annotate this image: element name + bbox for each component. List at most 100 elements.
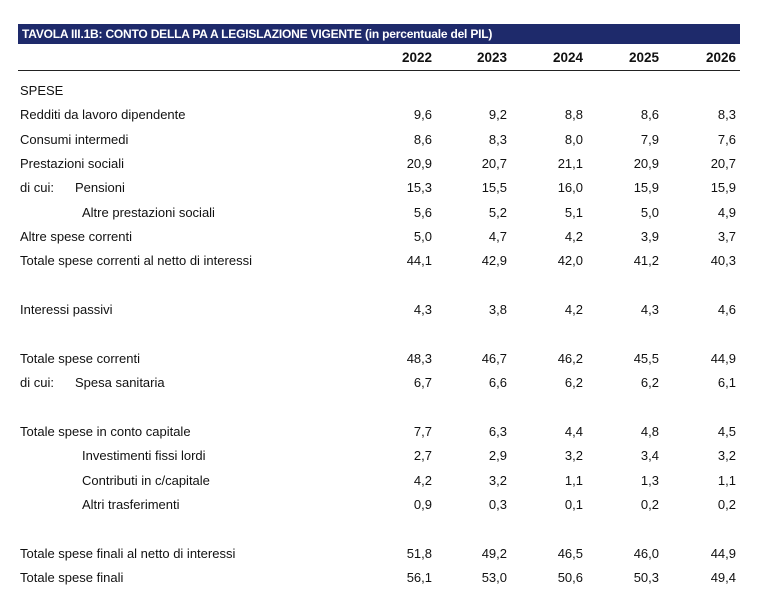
year-header: 2022 [401,50,432,65]
value-cell: 46,2 [557,350,583,366]
value-cell: 20,9 [633,156,659,172]
value-cell: 20,7 [481,156,507,172]
row-label: Spesa sanitaria [75,375,165,391]
value-cell: 44,9 [710,350,736,366]
value-cell: 1,1 [717,472,736,488]
value-cell: 4,2 [564,302,583,318]
value-cell: 8,6 [413,131,432,147]
row-label: Totale spese finali [20,570,124,585]
value-cell: 5,0 [413,229,432,245]
value-cell: 4,8 [640,423,659,439]
row-label: Altre spese correnti [20,229,132,245]
value-cell: 41,2 [633,253,659,269]
value-cell: 4,4 [564,423,583,439]
value-cell: 50,6 [557,570,583,585]
value-cell: 6,1 [717,375,736,391]
value-cell: 48,3 [406,350,432,366]
value-cell: 56,1 [406,570,432,585]
year-header: 2026 [705,50,736,65]
value-cell: 40,3 [710,253,736,269]
value-cell: 6,2 [564,375,583,391]
table-title: TAVOLA III.1B: CONTO DELLA PA A LEGISLAZ… [22,27,493,41]
value-cell: 2,7 [413,448,432,464]
year-header: 2025 [628,50,659,65]
row-label: Contributi in c/capitale [82,472,210,488]
value-cell: 46,7 [481,350,507,366]
value-cell: 8,3 [717,107,736,123]
row-label: Altri trasferimenti [82,496,180,512]
title-bar: TAVOLA III.1B: CONTO DELLA PA A LEGISLAZ… [18,24,740,44]
value-cell: 6,6 [488,375,507,391]
row-label: Altre prestazioni sociali [82,204,215,220]
value-cell: 0,2 [717,496,736,512]
value-cell: 8,8 [564,107,583,123]
year-header: 2023 [476,50,507,65]
value-cell: 7,7 [413,423,432,439]
row-label: Interessi passivi [20,302,113,318]
header-rule [18,70,740,71]
row-label: Redditi da lavoro dipendente [20,107,186,123]
value-cell: 16,0 [557,180,583,196]
value-cell: 4,2 [564,229,583,245]
value-cell: 5,2 [488,204,507,220]
value-cell: 0,2 [640,496,659,512]
value-cell: 7,6 [717,131,736,147]
value-cell: 3,7 [717,229,736,245]
value-cell: 4,2 [413,472,432,488]
row-label: Pensioni [75,180,125,196]
row-label: Totale spese correnti al netto di intere… [20,253,252,269]
value-cell: 6,3 [488,423,507,439]
value-cell: 1,1 [564,472,583,488]
value-cell: 8,6 [640,107,659,123]
row-label: Consumi intermedi [20,131,129,147]
value-cell: 4,3 [640,302,659,318]
value-cell: 3,2 [564,448,583,464]
value-cell: 0,3 [488,496,507,512]
row-label: Totale spese correnti [20,350,140,366]
row-label: Totale spese in conto capitale [20,423,191,439]
value-cell: 0,1 [564,496,583,512]
value-cell: 2,9 [488,448,507,464]
row-label: Totale spese finali al netto di interess… [20,545,236,561]
value-cell: 8,0 [564,131,583,147]
value-cell: 42,0 [557,253,583,269]
value-cell: 5,1 [564,204,583,220]
row-prefix: di cui: [20,180,54,196]
year-header: 2024 [552,50,583,65]
value-cell: 3,2 [717,448,736,464]
value-cell: 4,9 [717,204,736,220]
value-cell: 50,3 [633,570,659,585]
value-cell: 46,0 [633,545,659,561]
value-cell: 44,1 [406,253,432,269]
value-cell: 4,5 [717,423,736,439]
value-cell: 49,4 [710,570,736,585]
value-cell: 7,9 [640,131,659,147]
value-cell: 15,3 [406,180,432,196]
value-cell: 5,0 [640,204,659,220]
value-cell: 21,1 [557,156,583,172]
value-cell: 15,9 [633,180,659,196]
value-cell: 3,2 [488,472,507,488]
row-label: Investimenti fissi lordi [82,448,206,464]
value-cell: 9,2 [488,107,507,123]
value-cell: 8,3 [488,131,507,147]
value-cell: 15,5 [481,180,507,196]
value-cell: 3,4 [640,448,659,464]
value-cell: 6,2 [640,375,659,391]
row-label: SPESE [20,83,64,98]
row-prefix: di cui: [20,375,54,391]
value-cell: 20,7 [710,156,736,172]
value-cell: 46,5 [557,545,583,561]
value-cell: 6,7 [413,375,432,391]
value-cell: 42,9 [481,253,507,269]
row-label: Prestazioni sociali [20,156,125,172]
value-cell: 4,3 [413,302,432,318]
value-cell: 20,9 [406,156,432,172]
value-cell: 9,6 [413,107,432,123]
value-cell: 1,3 [640,472,659,488]
value-cell: 5,6 [413,204,432,220]
value-cell: 4,7 [488,229,507,245]
value-cell: 44,9 [710,545,736,561]
value-cell: 4,6 [717,302,736,318]
